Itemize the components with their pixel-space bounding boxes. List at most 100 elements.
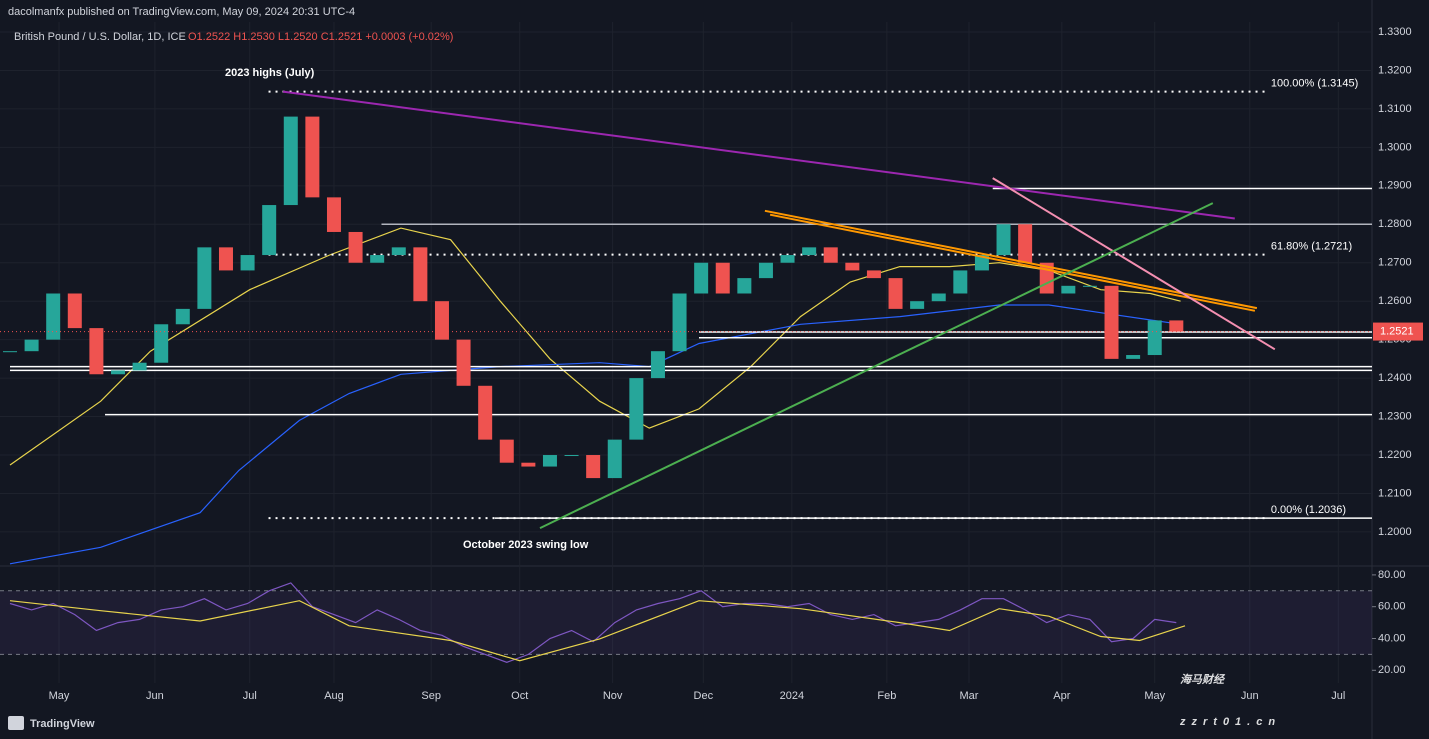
candle xyxy=(413,247,428,302)
candle xyxy=(1082,285,1097,287)
x-tick-label: Oct xyxy=(511,690,528,702)
y-tick-label: 1.2700 xyxy=(1378,257,1412,269)
y-tick-label: 1.2300 xyxy=(1378,410,1412,422)
candle xyxy=(1147,320,1162,356)
candle xyxy=(1061,285,1076,294)
x-tick-label: May xyxy=(1144,690,1165,702)
annotation: 2023 highs (July) xyxy=(225,67,315,79)
candle xyxy=(348,231,363,263)
y-tick-label: 1.2400 xyxy=(1378,372,1412,384)
candle xyxy=(694,262,709,294)
candle xyxy=(326,197,341,232)
level-label: 100.00% (1.3145) xyxy=(1271,78,1358,90)
y-tick-label: 1.2200 xyxy=(1378,449,1412,461)
annotation: October 2023 swing low xyxy=(463,539,589,551)
rsi-ma xyxy=(9,600,1186,662)
x-tick-label: Jul xyxy=(1331,690,1345,702)
candle xyxy=(650,351,665,379)
candle xyxy=(802,247,817,256)
last-price-box xyxy=(1373,322,1423,341)
candle xyxy=(456,339,471,386)
trendline xyxy=(539,202,1214,530)
candle xyxy=(888,278,903,309)
candle xyxy=(89,328,104,375)
candle xyxy=(132,362,147,371)
x-tick-label: Sep xyxy=(421,690,441,702)
candle xyxy=(737,278,752,294)
candle xyxy=(283,116,298,206)
y-tick-label: 1.3300 xyxy=(1378,26,1412,38)
watermark-title: 海马财经 xyxy=(1180,673,1226,686)
candle xyxy=(910,301,925,309)
x-tick-label: Dec xyxy=(694,690,714,702)
candle xyxy=(974,255,989,271)
candle xyxy=(478,385,493,440)
candle xyxy=(218,247,233,271)
candle xyxy=(607,439,622,479)
rsi-tick-label: 60.00 xyxy=(1378,601,1406,613)
candle xyxy=(3,351,18,353)
candle xyxy=(866,270,881,279)
trendline xyxy=(282,90,1235,220)
candle xyxy=(521,462,536,467)
y-tick-label: 1.2100 xyxy=(1378,487,1412,499)
x-tick-label: Mar xyxy=(959,690,978,702)
x-tick-label: Jul xyxy=(243,690,257,702)
candle xyxy=(586,455,601,479)
candle xyxy=(780,255,795,263)
y-tick-label: 1.3000 xyxy=(1378,141,1412,153)
rsi-line xyxy=(9,582,1177,663)
candle xyxy=(240,255,255,271)
candle xyxy=(67,293,82,329)
moving-average xyxy=(9,227,1181,466)
candle xyxy=(24,339,39,352)
rsi-tick-label: 80.00 xyxy=(1378,569,1406,581)
x-tick-label: Nov xyxy=(603,690,623,702)
candle xyxy=(391,247,406,256)
level-label: 0.00% (1.2036) xyxy=(1271,504,1346,516)
candle xyxy=(499,439,514,463)
x-tick-label: Aug xyxy=(324,690,344,702)
y-tick-label: 1.2000 xyxy=(1378,526,1412,538)
watermark-url: zzrt01.cn xyxy=(1179,716,1281,728)
candle xyxy=(262,205,277,256)
candle xyxy=(1018,224,1033,263)
x-tick-label: Feb xyxy=(877,690,896,702)
brand: TradingView xyxy=(30,718,95,730)
candle xyxy=(823,247,838,263)
candle xyxy=(629,378,644,440)
candle xyxy=(931,293,946,302)
candle xyxy=(305,116,320,198)
candle xyxy=(996,224,1011,256)
y-tick-label: 1.2800 xyxy=(1378,218,1412,230)
candle xyxy=(1169,320,1184,332)
candle xyxy=(758,262,773,279)
candle xyxy=(1104,285,1119,359)
candle xyxy=(542,455,557,467)
x-tick-label: 2024 xyxy=(780,690,804,702)
candle xyxy=(715,262,730,294)
trendline xyxy=(764,209,1258,310)
x-tick-label: Jun xyxy=(1241,690,1259,702)
symbol: British Pound / U.S. Dollar, 1D, ICE xyxy=(14,31,186,43)
brand-logo xyxy=(8,716,24,730)
trendline xyxy=(992,177,1276,351)
candle xyxy=(370,255,385,263)
rsi-tick-label: 20.00 xyxy=(1378,664,1406,676)
last-price-label: 1.2521 xyxy=(1380,325,1414,337)
trendline xyxy=(769,213,1256,312)
candle xyxy=(110,370,125,375)
candle xyxy=(953,270,968,294)
candle xyxy=(434,301,449,340)
rsi-band xyxy=(0,590,1372,655)
candle xyxy=(175,308,190,325)
y-tick-label: 1.3100 xyxy=(1378,103,1412,115)
rsi-tick-label: 40.00 xyxy=(1378,632,1406,644)
candle xyxy=(845,262,860,271)
candle xyxy=(46,293,61,340)
x-tick-label: Jun xyxy=(146,690,164,702)
ohlc: O1.2522 H1.2530 L1.2520 C1.2521 +0.0003 … xyxy=(188,31,453,43)
y-tick-label: 1.3200 xyxy=(1378,64,1412,76)
candle xyxy=(197,247,212,309)
